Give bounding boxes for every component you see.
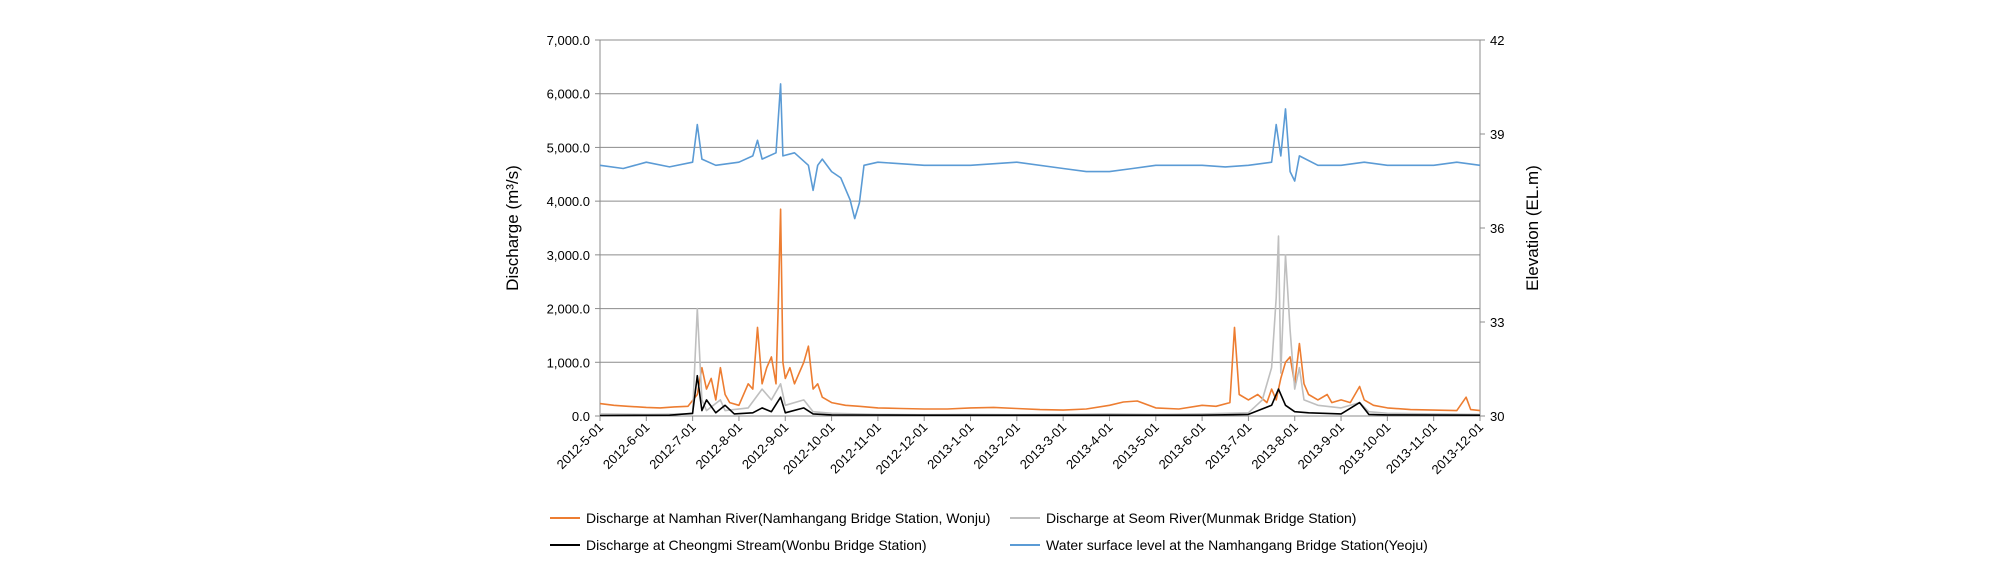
left-y-axis: 0.0 1,000.0 2,000.0 3,000.0 4,000.0 5,000.0 6,…: [547, 33, 600, 424]
plot-area: [599, 39, 1481, 417]
x-tick-label: 2013-5-01: [1109, 420, 1162, 473]
left-tick-label: 7,000.0: [547, 33, 590, 48]
series-layer: [599, 83, 1481, 417]
legend-label-namhan: Discharge at Namhan River(Namhangang Bri…: [586, 510, 991, 526]
series-line-1: [599, 235, 1481, 416]
legend-item-cheongmi: Discharge at Cheongmi Stream(Wonbu Bridg…: [550, 537, 927, 553]
x-tick-label: 2013-1-01: [924, 420, 977, 473]
gridlines: [600, 93, 1480, 363]
legend-swatch-cheongmi: [550, 544, 580, 546]
legend-swatch-water-level: [1010, 544, 1040, 546]
left-tick-label: 4,000.0: [547, 194, 590, 209]
right-tick-label: 33: [1490, 315, 1504, 330]
left-tick-label: 1,000.0: [547, 355, 590, 370]
x-tick-label: 2013-3-01: [1017, 420, 1070, 473]
series-line-2: [599, 374, 1481, 417]
x-tick-label: 2013-2-01: [970, 420, 1023, 473]
x-tick-label: 2012-8-01: [693, 420, 746, 473]
x-tick-label: 2013-8-01: [1248, 420, 1301, 473]
legend-swatch-namhan: [550, 517, 580, 519]
right-axis-title: Elevation (EL.m): [1523, 165, 1542, 291]
series-line-0: [599, 208, 1481, 412]
legend-swatch-seom: [1010, 517, 1040, 519]
legend-item-namhan: Discharge at Namhan River(Namhangang Bri…: [550, 510, 990, 526]
x-tick-label: 2012-5-01: [554, 420, 607, 473]
left-axis-title: Discharge (m³/s): [503, 165, 522, 291]
left-tick-label: 5,000.0: [547, 140, 590, 155]
x-axis: 2012-5-012012-6-012012-7-012012-8-012012…: [554, 416, 1486, 477]
x-tick-label: 2013-4-01: [1063, 420, 1116, 473]
x-tick-label: 2012-7-01: [646, 420, 699, 473]
series-line-3: [599, 83, 1481, 220]
right-tick-label: 39: [1490, 127, 1504, 142]
right-tick-label: 42: [1490, 33, 1504, 48]
legend-item-water-level: Water surface level at the Namhangang Br…: [1010, 537, 1428, 553]
left-tick-label: 6,000.0: [547, 87, 590, 102]
x-tick-label: 2013-7-01: [1202, 420, 1255, 473]
left-tick-label: 0.0: [572, 409, 590, 424]
x-tick-label: 2013-6-01: [1156, 420, 1209, 473]
legend-label-seom: Discharge at Seom River(Munmak Bridge St…: [1046, 510, 1357, 526]
legend-label-water-level: Water surface level at the Namhangang Br…: [1046, 537, 1428, 553]
right-tick-label: 36: [1490, 221, 1504, 236]
right-y-axis: 30 33 36 39 42: [1480, 33, 1504, 424]
x-tick-label: 2012-6-01: [600, 420, 653, 473]
legend: Discharge at Namhan River(Namhangang Bri…: [550, 500, 1450, 560]
left-tick-label: 3,000.0: [547, 248, 590, 263]
left-tick-label: 2,000.0: [547, 302, 590, 317]
right-tick-label: 30: [1490, 409, 1504, 424]
legend-label-cheongmi: Discharge at Cheongmi Stream(Wonbu Bridg…: [586, 537, 927, 553]
legend-item-seom: Discharge at Seom River(Munmak Bridge St…: [1010, 510, 1356, 526]
